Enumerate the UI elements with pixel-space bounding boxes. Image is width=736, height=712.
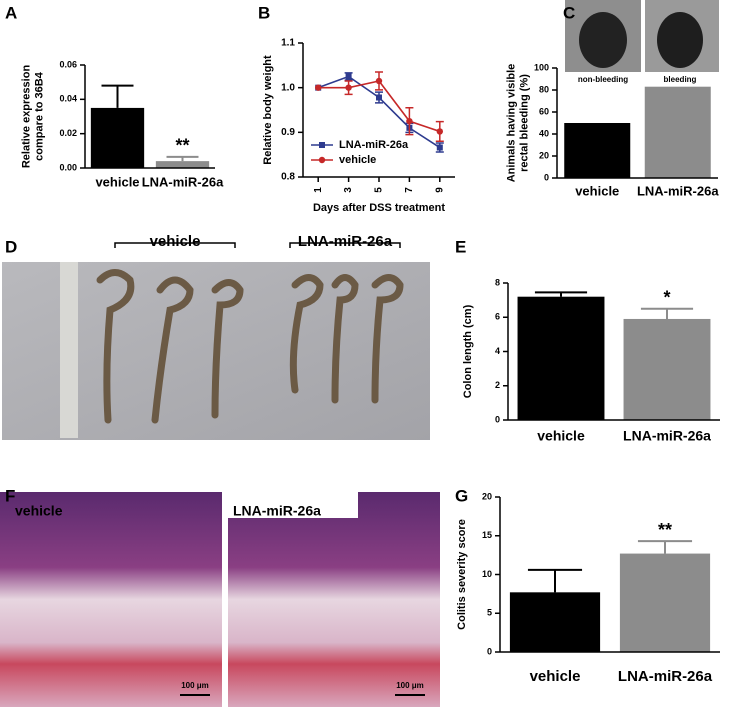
y-tick-label: 20 bbox=[482, 491, 492, 501]
y-axis-title: Relative expression bbox=[20, 65, 32, 169]
x-tick-label: 3 bbox=[343, 187, 354, 193]
significance: ** bbox=[658, 520, 672, 540]
y-tick-label: 60 bbox=[539, 106, 549, 116]
scale-bar-label: 100 μm bbox=[396, 681, 424, 690]
y-axis-title: compare to 36B4 bbox=[33, 71, 45, 161]
histology-photos bbox=[0, 492, 440, 707]
y-tick-label: 2 bbox=[495, 380, 500, 390]
bar bbox=[155, 161, 210, 168]
point bbox=[406, 117, 413, 125]
x-tick-label: vehicle bbox=[537, 428, 585, 444]
point bbox=[436, 128, 443, 135]
mouse-photos bbox=[565, 0, 719, 72]
error-bar bbox=[534, 291, 588, 297]
panel-letter: F bbox=[5, 486, 15, 505]
error-bar bbox=[166, 155, 199, 162]
photo-label: non-bleeding bbox=[578, 75, 628, 84]
group-label: vehicle bbox=[150, 233, 201, 250]
y-axis-title: rectal bleeding (%) bbox=[518, 74, 530, 172]
y-tick-label: 0.04 bbox=[59, 94, 77, 104]
x-tick-label: vehicle bbox=[95, 174, 139, 189]
panel-letter: E bbox=[455, 237, 466, 256]
y-tick-label: 0 bbox=[487, 646, 492, 656]
y-tick-label: 0.00 bbox=[59, 162, 77, 172]
panel-letter: A bbox=[5, 3, 17, 22]
scale-bar-label: 100 μm bbox=[181, 681, 209, 690]
y-tick-label: 1.0 bbox=[281, 82, 295, 93]
significance: * bbox=[663, 287, 670, 307]
error-bar bbox=[640, 307, 694, 319]
group-label: LNA-miR-26a bbox=[298, 233, 393, 250]
legend-marker bbox=[318, 156, 326, 164]
panel-letter: G bbox=[455, 486, 468, 505]
y-tick-label: 80 bbox=[539, 84, 549, 94]
x-tick-label: LNA-miR-26a bbox=[618, 668, 713, 685]
error-bar bbox=[637, 540, 693, 554]
x-tick-label: vehicle bbox=[575, 183, 619, 198]
legend-marker bbox=[319, 142, 325, 148]
y-tick-label: 5 bbox=[487, 608, 492, 618]
bar bbox=[517, 296, 605, 420]
x-tick-label: 9 bbox=[434, 187, 445, 193]
panel-letter: C bbox=[563, 3, 575, 22]
y-tick-label: 10 bbox=[482, 569, 492, 579]
colon-photo bbox=[2, 242, 430, 440]
point bbox=[376, 94, 382, 101]
point bbox=[315, 84, 322, 91]
y-tick-label: 8 bbox=[495, 277, 500, 287]
panel-letter: D bbox=[5, 237, 17, 256]
error-bar bbox=[527, 568, 583, 593]
x-tick-label: LNA-miR-26a bbox=[623, 428, 711, 444]
y-axis-title: Colitis severity score bbox=[456, 519, 468, 630]
y-tick-label: 0.8 bbox=[281, 172, 295, 183]
y-axis-title: Animals having visible bbox=[505, 64, 517, 183]
legend-label: vehicle bbox=[339, 154, 376, 166]
bar bbox=[90, 107, 145, 168]
y-tick-label: 0.9 bbox=[281, 127, 295, 138]
y-axis-title: Colon length (cm) bbox=[462, 304, 474, 398]
photo-caption: vehicle bbox=[15, 503, 63, 519]
significance: ** bbox=[175, 136, 189, 156]
bar bbox=[644, 86, 711, 178]
y-tick-label: 0 bbox=[495, 414, 500, 424]
y-tick-label: 6 bbox=[495, 312, 500, 322]
x-axis-title: Days after DSS treatment bbox=[313, 202, 445, 214]
point bbox=[345, 73, 352, 80]
bar bbox=[564, 123, 631, 178]
y-tick-label: 40 bbox=[539, 128, 549, 138]
y-tick-label: 100 bbox=[534, 62, 549, 72]
bar bbox=[619, 553, 711, 652]
y-tick-label: 0 bbox=[544, 172, 549, 182]
y-tick-label: 4 bbox=[495, 346, 500, 356]
x-tick-label: LNA-miR-26a bbox=[142, 174, 224, 189]
y-tick-label: 20 bbox=[539, 150, 549, 160]
x-tick-label: 7 bbox=[404, 187, 415, 193]
legend-label: LNA-miR-26a bbox=[339, 139, 409, 151]
x-tick-label: 1 bbox=[313, 187, 324, 193]
panel-letter: B bbox=[258, 3, 270, 22]
point bbox=[436, 144, 443, 151]
photo-caption: LNA-miR-26a bbox=[233, 503, 321, 519]
y-tick-label: 0.06 bbox=[59, 59, 77, 69]
point bbox=[375, 77, 383, 85]
photo-label: bleeding bbox=[664, 75, 697, 84]
x-tick-label: 5 bbox=[374, 187, 385, 193]
x-tick-label: LNA-miR-26a bbox=[637, 183, 719, 198]
x-tick-label: vehicle bbox=[530, 668, 581, 685]
y-axis-title: Relative body weight bbox=[262, 55, 274, 165]
bar bbox=[623, 318, 711, 420]
point bbox=[345, 84, 352, 91]
y-tick-label: 1.1 bbox=[281, 38, 295, 49]
error-bar bbox=[101, 84, 134, 108]
y-tick-label: 0.02 bbox=[59, 128, 77, 138]
y-tick-label: 15 bbox=[482, 530, 492, 540]
bar bbox=[509, 592, 601, 652]
